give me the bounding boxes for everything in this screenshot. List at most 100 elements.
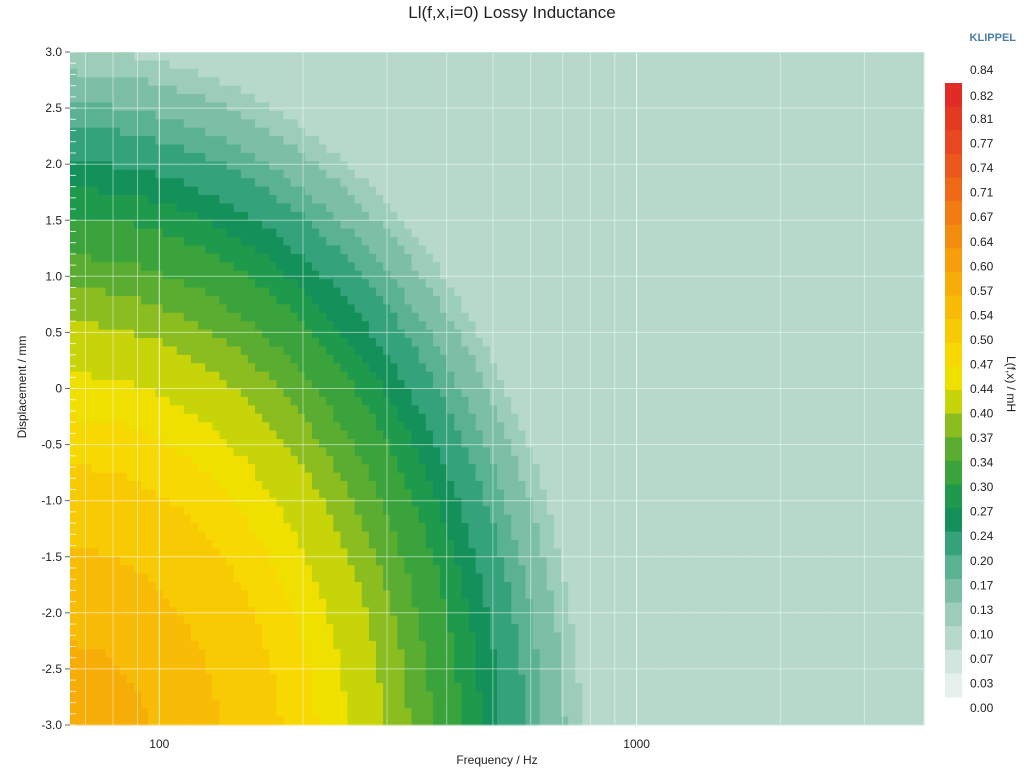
heatmap-cell — [311, 539, 320, 549]
heatmap-cell — [383, 438, 391, 448]
heatmap-cell — [376, 590, 384, 600]
heatmap-cell — [91, 211, 100, 221]
heatmap-cell — [255, 699, 263, 709]
heatmap-cell — [198, 119, 206, 129]
heatmap-cell — [354, 581, 363, 591]
heatmap-cell — [482, 464, 491, 474]
heatmap-cell — [297, 203, 306, 213]
heatmap-cell — [233, 304, 242, 314]
heatmap-cell — [183, 598, 192, 608]
heatmap-cell — [134, 632, 142, 642]
heatmap-cell — [176, 682, 185, 692]
heatmap-cell — [489, 253, 498, 263]
heatmap-cell — [504, 279, 512, 289]
heatmap-cell — [126, 102, 135, 112]
heatmap-cell — [269, 565, 277, 575]
heatmap-cell — [368, 68, 377, 78]
heatmap-cell — [447, 245, 455, 255]
heatmap-cell — [176, 531, 185, 541]
heatmap-cell — [319, 708, 327, 718]
heatmap-cell — [319, 169, 327, 179]
heatmap-cell — [304, 321, 313, 331]
heatmap-cell — [290, 539, 299, 549]
heatmap-cell — [198, 632, 206, 642]
heatmap-cell — [176, 464, 185, 474]
heatmap-cell — [233, 666, 242, 676]
heatmap-cell — [383, 649, 391, 659]
heatmap-cell — [397, 144, 406, 154]
heatmap-cell — [162, 438, 171, 448]
heatmap-cell — [326, 228, 334, 238]
heatmap-cell — [376, 295, 384, 305]
heatmap-cell — [290, 371, 299, 381]
heatmap-cell — [383, 354, 391, 364]
heatmap-cell — [311, 363, 320, 373]
heatmap-cell — [91, 405, 100, 415]
heatmap-cell — [347, 295, 356, 305]
heatmap-cell — [84, 152, 92, 162]
heatmap-cell — [134, 245, 142, 255]
heatmap-cell — [247, 186, 256, 196]
heatmap-cell — [162, 590, 171, 600]
heatmap-cell — [77, 523, 85, 533]
heatmap-cell — [482, 237, 491, 247]
heatmap-cell — [276, 455, 285, 465]
heatmap-cell — [190, 481, 199, 491]
heatmap-cell — [162, 220, 171, 230]
heatmap-cell — [411, 237, 420, 247]
heatmap-cell — [304, 699, 313, 709]
heatmap-cell — [497, 237, 505, 247]
heatmap-cell — [504, 85, 512, 95]
heatmap-cell — [84, 674, 92, 684]
heatmap-cell — [311, 556, 320, 566]
heatmap-cell — [454, 573, 463, 583]
heatmap-cell — [311, 447, 320, 457]
heatmap-cell — [283, 489, 292, 499]
heatmap-cell — [112, 363, 121, 373]
heatmap-cell — [70, 312, 78, 322]
heatmap-cell — [233, 380, 242, 390]
heatmap-cell — [347, 481, 356, 491]
heatmap-cell — [276, 119, 285, 129]
heatmap-cell — [112, 52, 121, 62]
heatmap-cell — [497, 161, 505, 171]
heatmap-cell — [418, 338, 427, 348]
heatmap-cell — [504, 203, 512, 213]
heatmap-cell — [98, 497, 107, 507]
heatmap-cell — [198, 245, 206, 255]
heatmap-cell — [126, 321, 135, 331]
heatmap-cell — [141, 489, 149, 499]
heatmap-cell — [511, 270, 519, 280]
heatmap-cell — [219, 178, 228, 188]
heatmap-cell — [84, 203, 92, 213]
heatmap-cell — [148, 152, 156, 162]
heatmap-cell — [461, 338, 470, 348]
heatmap-cell — [205, 346, 213, 356]
heatmap-cell — [119, 455, 128, 465]
heatmap-cell — [98, 127, 107, 137]
heatmap-cell — [432, 68, 441, 78]
heatmap-cell — [440, 699, 448, 709]
heatmap-cell — [84, 405, 92, 415]
heatmap-cell — [98, 195, 107, 205]
heatmap-cell — [425, 590, 434, 600]
heatmap-cell — [468, 338, 477, 348]
heatmap-cell — [454, 228, 463, 238]
heatmap-cell — [226, 237, 235, 247]
heatmap-cell — [447, 262, 455, 272]
heatmap-cell — [205, 674, 213, 684]
heatmap-cell — [461, 430, 470, 440]
heatmap-cell — [319, 413, 327, 423]
heatmap-cell — [226, 598, 235, 608]
heatmap-cell — [297, 94, 306, 104]
heatmap-cell — [240, 691, 249, 701]
heatmap-cell — [376, 396, 384, 406]
heatmap-cell — [376, 581, 384, 591]
heatmap-cell — [376, 287, 384, 297]
heatmap-cell — [361, 447, 370, 457]
heatmap-cell — [141, 598, 149, 608]
heatmap-cell — [70, 304, 78, 314]
heatmap-cell — [447, 371, 455, 381]
heatmap-cell — [489, 237, 498, 247]
heatmap-cell — [447, 354, 455, 364]
